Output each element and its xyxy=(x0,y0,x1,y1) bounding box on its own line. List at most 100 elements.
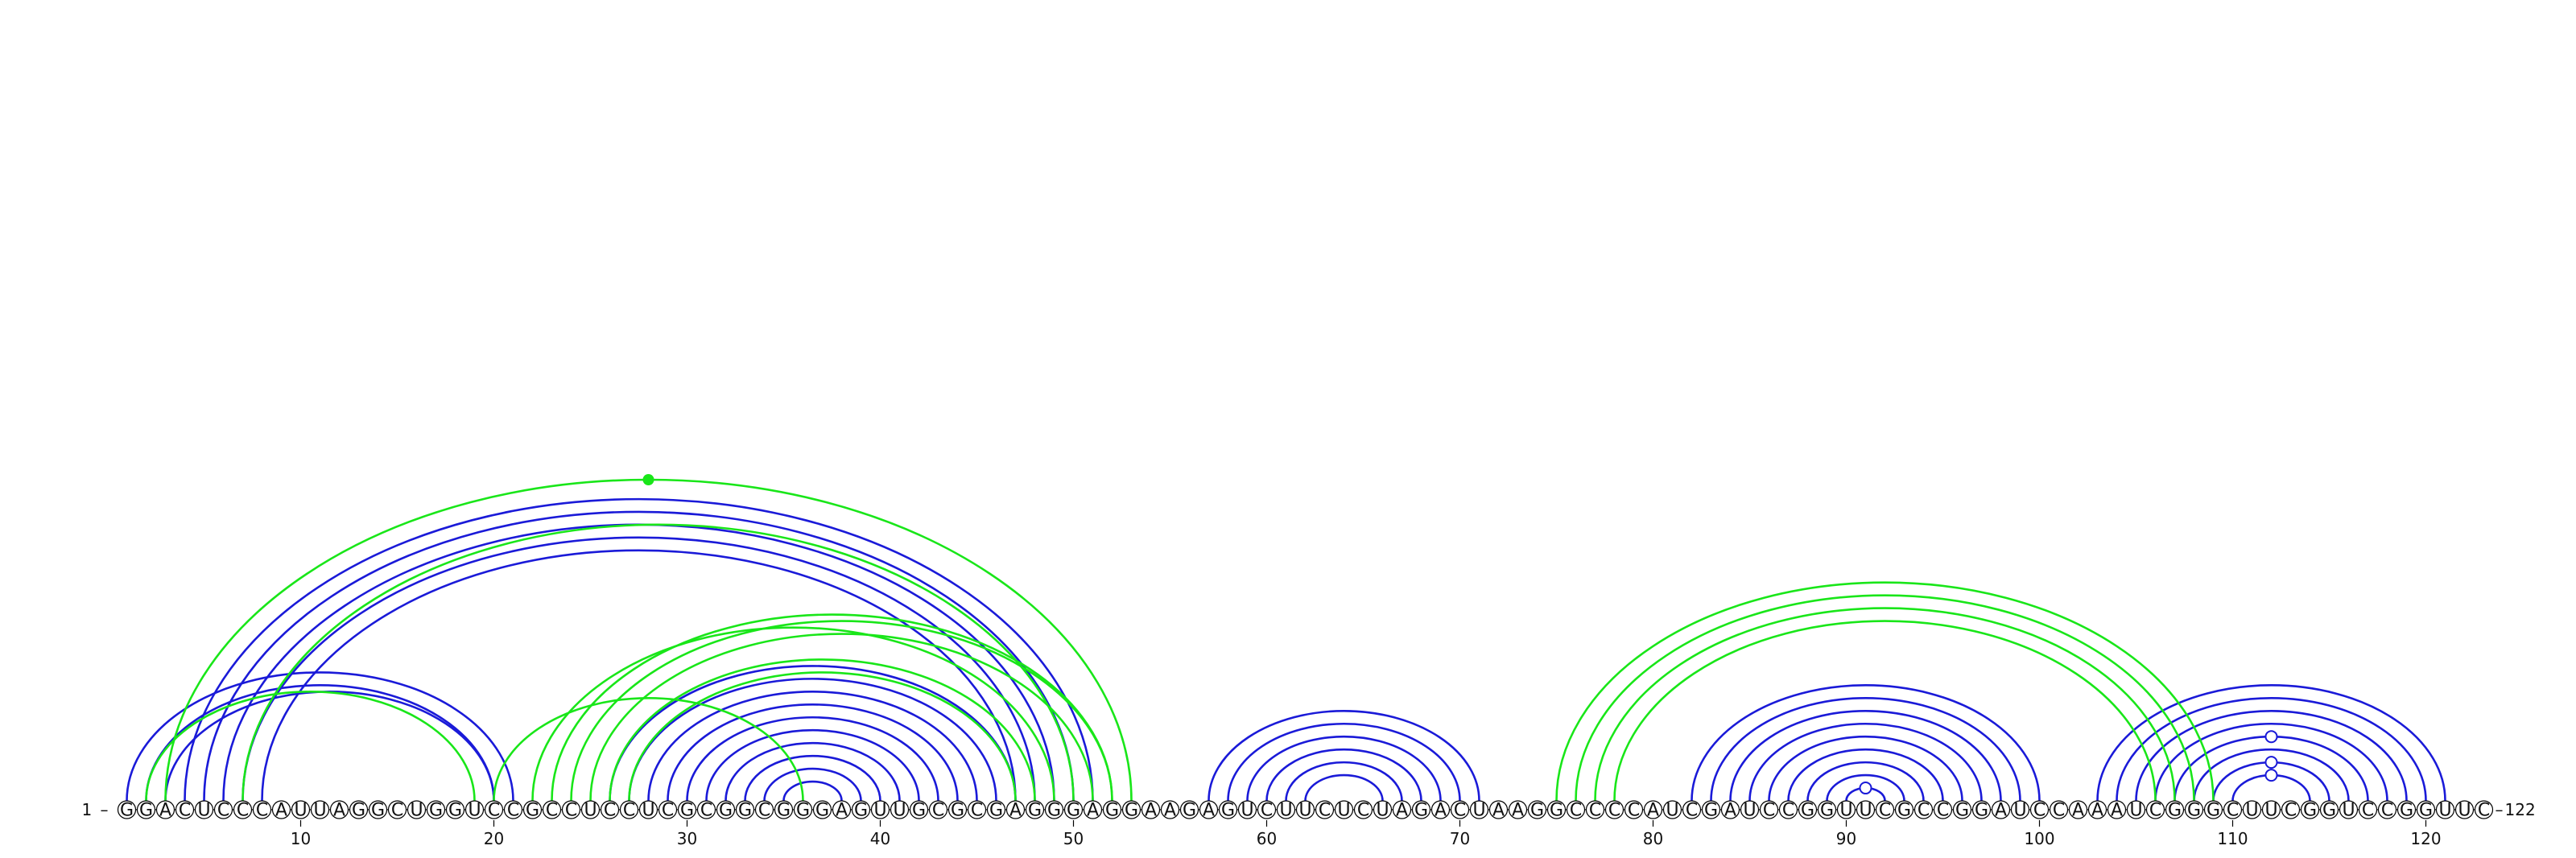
nucleotide-letter: G xyxy=(1820,801,1834,821)
nucleotide-letter: G xyxy=(2168,801,2182,821)
nucleotide-circle xyxy=(1334,800,1354,819)
nucleotide: C xyxy=(1875,800,1895,821)
nucleotide: G xyxy=(522,800,543,821)
nucleotide-letter: A xyxy=(836,801,848,821)
nucleotide-letter: G xyxy=(1067,801,1080,821)
nucleotide-circle xyxy=(387,800,407,819)
nucleotide: A xyxy=(1508,800,1528,821)
blue-arc-106-118 xyxy=(2154,722,2388,802)
nucleotide-letter: C xyxy=(1937,801,1949,821)
nucleotide-circle xyxy=(2165,800,2185,819)
nucleotide-circle xyxy=(2261,800,2281,819)
nucleotide-circle xyxy=(812,800,832,819)
nucleotide-circle xyxy=(1392,800,1412,819)
nucleotide: U xyxy=(2339,800,2359,821)
nucleotide-circle xyxy=(2049,800,2069,819)
blue-arc-84-98 xyxy=(1729,710,2002,802)
nucleotide: U xyxy=(310,800,330,821)
nucleotide-letter: A xyxy=(1512,801,1524,821)
nucleotide-letter: A xyxy=(1145,801,1157,821)
nucleotide-circle xyxy=(155,800,175,819)
nucleotide-letter: U xyxy=(197,801,210,821)
nucleotide: G xyxy=(1218,800,1238,821)
nucleotide-letter: A xyxy=(1396,801,1408,821)
nucleotide: A xyxy=(832,800,852,821)
nucleotide-letter: U xyxy=(1472,801,1485,821)
nucleotide: U xyxy=(870,800,890,821)
nucleotide: A xyxy=(2107,800,2127,821)
nucleotide-circle xyxy=(1952,800,1972,819)
nucleotide: A xyxy=(1720,800,1740,821)
nucleotide-circle xyxy=(2010,800,2030,819)
nucleotide-letter: C xyxy=(2227,801,2239,821)
nucleotide-circle xyxy=(1218,800,1238,819)
nucleotide-letter: A xyxy=(1009,801,1022,821)
nucleotide-letter: G xyxy=(1801,801,1814,821)
blue-arc-103-121 xyxy=(2096,684,2446,802)
nucleotide-letter: U xyxy=(642,801,654,821)
blue-arc-1-21 xyxy=(126,671,514,802)
nucleotide-circle xyxy=(484,800,504,819)
nucleotide-circle xyxy=(2087,800,2107,819)
nucleotide-letter: U xyxy=(1743,801,1756,821)
nucleotide: G xyxy=(1971,800,1992,821)
nucleotide: C xyxy=(2223,800,2243,821)
nucleotide: U xyxy=(2454,800,2475,821)
nucleotide-letter: C xyxy=(256,801,268,821)
nucleotide-circle xyxy=(1740,800,1760,819)
start-position-label: 1 xyxy=(82,800,93,819)
nucleotide-circle xyxy=(2339,800,2359,819)
nucleotide-letter: G xyxy=(2400,801,2413,821)
nucleotide-letter: G xyxy=(854,801,868,821)
nucleotide-circle xyxy=(445,800,465,819)
nucleotide-letter: U xyxy=(2013,801,2026,821)
blue-arc-60-68 xyxy=(1265,748,1422,802)
nucleotide: G xyxy=(445,800,465,821)
tick-label: 20 xyxy=(484,829,504,848)
nucleotide-circle xyxy=(1566,800,1586,819)
green-arc-23-52 xyxy=(551,613,1113,802)
nucleotide-circle xyxy=(677,800,697,819)
nucleotide: G xyxy=(349,800,369,821)
nucleotide: U xyxy=(464,800,485,821)
nucleotide-circle xyxy=(1875,800,1895,819)
end-position-label: 122 xyxy=(2505,800,2536,819)
nucleotide-circle xyxy=(426,800,446,819)
nucleotide-letter: C xyxy=(2033,801,2046,821)
nucleotide-circle xyxy=(1933,800,1953,819)
nucleotide: G xyxy=(1102,800,1122,821)
nucleotide-circle xyxy=(986,800,1006,819)
nucleotide-circle xyxy=(2223,800,2243,819)
blue-arc-83-99 xyxy=(1710,697,2021,802)
nucleotide-letter: C xyxy=(1319,801,1331,821)
nucleotide-circle xyxy=(561,800,581,819)
nucleotide-letter: C xyxy=(507,801,519,821)
nucleotide-letter: U xyxy=(2264,801,2277,821)
nucleotide-letter: C xyxy=(662,801,674,821)
nucleotide-letter: C xyxy=(488,801,500,821)
nucleotide: G xyxy=(793,800,813,821)
nucleotide: A xyxy=(329,800,349,821)
blue-arc-59-69 xyxy=(1246,735,1442,802)
nucleotide-letter: U xyxy=(1241,801,1253,821)
nucleotide-letter: G xyxy=(1105,801,1119,821)
nucleotide-circle xyxy=(368,800,388,819)
nucleotide-circle xyxy=(1160,800,1180,819)
nucleotide: A xyxy=(1005,800,1026,821)
tick-label: 40 xyxy=(870,829,890,848)
nucleotide-circle xyxy=(252,800,272,819)
blue-arc-89-93 xyxy=(1826,773,1905,802)
nucleotide-letter: C xyxy=(2053,801,2065,821)
nucleotide-circle xyxy=(1411,800,1431,819)
nucleotide-circle xyxy=(1971,800,1992,819)
blue-arc-57-71 xyxy=(1208,710,1480,802)
nucleotide-circle xyxy=(928,800,948,819)
nucleotide-letter: U xyxy=(2438,801,2451,821)
nucleotide: C xyxy=(2029,800,2050,821)
nucleotide-circle xyxy=(1817,800,1837,819)
nucleotide: G xyxy=(1411,800,1431,821)
nucleotide: G xyxy=(117,800,137,821)
nucleotide-letter: A xyxy=(275,801,287,821)
nucleotide-circle xyxy=(136,800,156,819)
arc-marker-circle xyxy=(2264,756,2278,769)
